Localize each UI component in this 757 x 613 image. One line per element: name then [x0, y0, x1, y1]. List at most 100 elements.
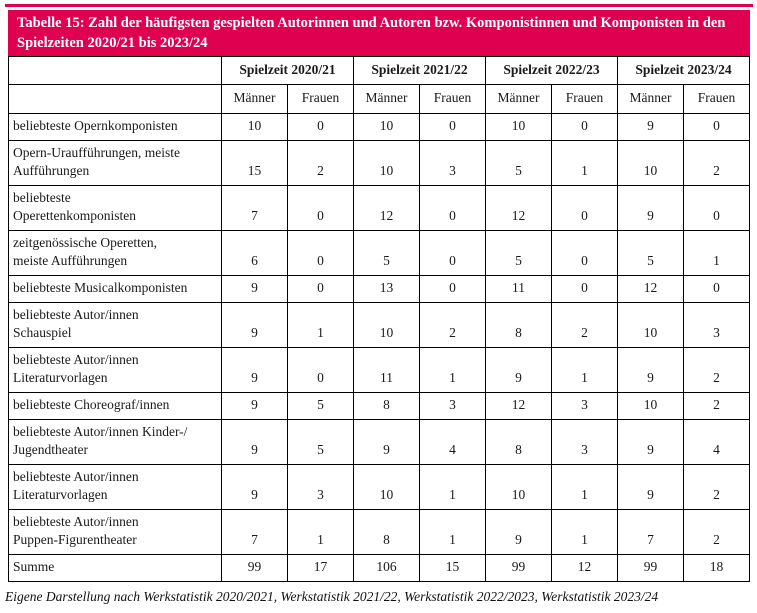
gender-header-frauen: Frauen [287, 84, 354, 114]
season-header-2021-22: Spielzeit 2021/22 [353, 56, 486, 85]
value-cell: 0 [287, 113, 354, 141]
corner-cell [8, 84, 222, 114]
value-cell: 1 [419, 347, 486, 393]
value-cell: 1 [551, 347, 618, 393]
row-label: beliebteste Autor/innen Puppen-Figurenth… [8, 509, 222, 555]
value-cell: 9 [221, 392, 288, 420]
value-cell: 99 [617, 554, 684, 582]
value-cell: 12 [617, 275, 684, 303]
value-cell: 4 [419, 419, 486, 465]
value-cell: 8 [353, 392, 420, 420]
season-header-2023-24: Spielzeit 2023/24 [617, 56, 750, 85]
value-cell: 9 [485, 347, 552, 393]
value-cell: 10 [485, 464, 552, 510]
value-cell: 5 [617, 230, 684, 276]
value-cell: 0 [419, 185, 486, 231]
value-cell: 9 [617, 347, 684, 393]
value-cell: 1 [419, 509, 486, 555]
gender-header-frauen: Frauen [551, 84, 618, 114]
top-accent-rule [5, 4, 753, 7]
value-cell: 3 [551, 392, 618, 420]
value-cell: 99 [221, 554, 288, 582]
statistics-table: Spielzeit 2020/21 Spielzeit 2021/22 Spie… [8, 56, 750, 582]
value-cell: 10 [617, 140, 684, 186]
value-cell: 99 [485, 554, 552, 582]
value-cell: 1 [287, 509, 354, 555]
value-cell: 12 [353, 185, 420, 231]
value-cell: 12 [485, 185, 552, 231]
table-row: Summe 99 17 106 15 99 12 99 18 [8, 554, 750, 582]
value-cell: 8 [353, 509, 420, 555]
row-label: zeitgenössische Operetten, meiste Auffüh… [8, 230, 222, 276]
value-cell: 4 [683, 419, 750, 465]
row-label: beliebteste Operettenkomponisten [8, 185, 222, 231]
value-cell: 0 [551, 230, 618, 276]
value-cell: 0 [287, 275, 354, 303]
value-cell: 2 [419, 302, 486, 348]
table-row: beliebteste Autor/innen Kinder-/ Jugendt… [8, 419, 750, 465]
gender-header-maenner: Männer [221, 84, 288, 114]
table-row: beliebteste Opernkomponisten 10 0 10 0 10 0 9 0 [8, 113, 750, 141]
value-cell: 13 [353, 275, 420, 303]
value-cell: 2 [683, 347, 750, 393]
value-cell: 8 [485, 419, 552, 465]
row-label: beliebteste Opernkomponisten [8, 113, 222, 141]
value-cell: 2 [683, 509, 750, 555]
row-label: beliebteste Autor/innen Literaturvorlage… [8, 464, 222, 510]
row-label: beliebteste Autor/innen Schauspiel [8, 302, 222, 348]
value-cell: 7 [617, 509, 684, 555]
value-cell: 1 [683, 230, 750, 276]
value-cell: 10 [353, 302, 420, 348]
value-cell: 10 [617, 302, 684, 348]
value-cell: 17 [287, 554, 354, 582]
value-cell: 15 [221, 140, 288, 186]
value-cell: 10 [353, 140, 420, 186]
value-cell: 5 [353, 230, 420, 276]
season-header-2020-21: Spielzeit 2020/21 [221, 56, 354, 85]
value-cell: 9 [221, 419, 288, 465]
gender-header-maenner: Männer [353, 84, 420, 114]
value-cell: 5 [287, 419, 354, 465]
value-cell: 0 [551, 275, 618, 303]
value-cell: 2 [683, 140, 750, 186]
value-cell: 9 [221, 302, 288, 348]
row-label: beliebteste Autor/innen Literaturvorlage… [8, 347, 222, 393]
value-cell: 3 [287, 464, 354, 510]
value-cell: 3 [551, 419, 618, 465]
value-cell: 2 [287, 140, 354, 186]
value-cell: 3 [419, 140, 486, 186]
value-cell: 2 [683, 464, 750, 510]
value-cell: 8 [485, 302, 552, 348]
row-label: beliebteste Musicalkomponisten [8, 275, 222, 303]
value-cell: 1 [551, 140, 618, 186]
table-row: Opern-Uraufführungen, meiste Aufführunge… [8, 140, 750, 186]
table-row: beliebteste Autor/innen Literaturvorlage… [8, 347, 750, 393]
value-cell: 5 [287, 392, 354, 420]
value-cell: 10 [221, 113, 288, 141]
source-note: Eigene Darstellung nach Werkstatistik 20… [5, 589, 659, 604]
value-cell: 5 [485, 230, 552, 276]
value-cell: 0 [287, 347, 354, 393]
gender-header-maenner: Männer [485, 84, 552, 114]
table-body: beliebteste Opernkomponisten 10 0 10 0 10 0 9 0 O… [8, 113, 750, 582]
value-cell: 1 [551, 509, 618, 555]
value-cell: 3 [419, 392, 486, 420]
value-cell: 11 [353, 347, 420, 393]
value-cell: 12 [551, 554, 618, 582]
value-cell: 7 [221, 185, 288, 231]
value-cell: 0 [683, 275, 750, 303]
corner-cell [8, 56, 222, 85]
table-row: beliebteste Musicalkomponisten 9 0 13 0 11 0 12… [8, 275, 750, 303]
value-cell: 15 [419, 554, 486, 582]
gender-header-frauen: Frauen [683, 84, 750, 114]
value-cell: 3 [683, 302, 750, 348]
value-cell: 5 [485, 140, 552, 186]
value-cell: 11 [485, 275, 552, 303]
value-cell: 9 [221, 347, 288, 393]
value-cell: 7 [221, 509, 288, 555]
value-cell: 9 [617, 464, 684, 510]
table-row: beliebteste Operettenkomponisten 7 0 12 0 12 0… [8, 185, 750, 231]
value-cell: 0 [419, 275, 486, 303]
gender-header-maenner: Männer [617, 84, 684, 114]
